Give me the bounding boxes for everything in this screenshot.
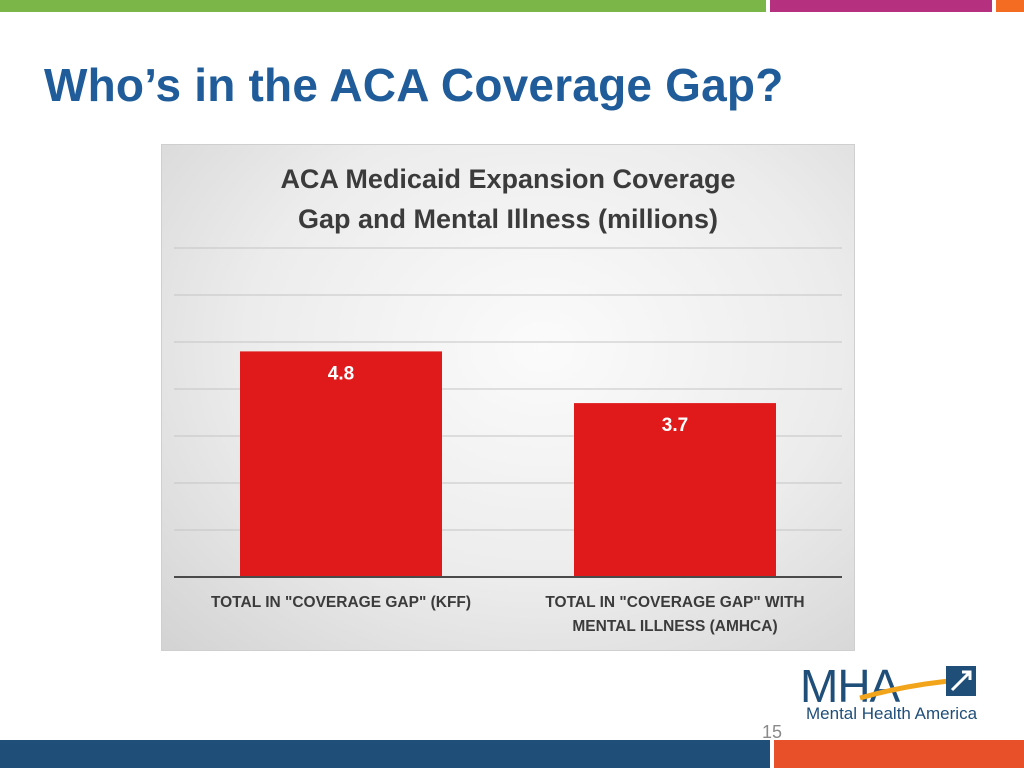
mha-logo-mark: MHA [800, 662, 976, 712]
bar-chart: 4.8 3.7 [174, 247, 842, 578]
data-label-1: 4.8 [328, 363, 354, 384]
logo-name: Mental Health America [806, 704, 978, 723]
category-label-2: TOTAL IN "COVERAGE GAP" WITH MENTAL ILLN… [545, 594, 805, 635]
top-bar-green-segment [0, 0, 766, 12]
page-number: 15 [762, 722, 783, 742]
data-label-2: 3.7 [662, 415, 688, 436]
top-bar-orange-segment [996, 0, 1024, 12]
category-label-1: TOTAL IN "COVERAGE GAP" (KFF) [210, 594, 472, 611]
slide-title: Who’s in the ACA Coverage Gap? [44, 59, 784, 111]
bottom-bar-blue-segment [0, 740, 770, 768]
top-bar-magenta-segment [770, 0, 992, 12]
bottom-bar-orange-segment [774, 740, 1024, 768]
chart-panel: ACA Medicaid Expansion Coverage Gap and … [162, 145, 854, 650]
top-accent-bar [0, 0, 1024, 12]
bar-1 [240, 351, 442, 577]
chart-title: ACA Medicaid Expansion Coverage Gap and … [280, 164, 736, 234]
bar-2 [574, 403, 776, 577]
bottom-accent-bar [0, 740, 1024, 768]
svg-text:MHA: MHA [800, 662, 901, 712]
mha-logo: MHA [800, 662, 976, 712]
